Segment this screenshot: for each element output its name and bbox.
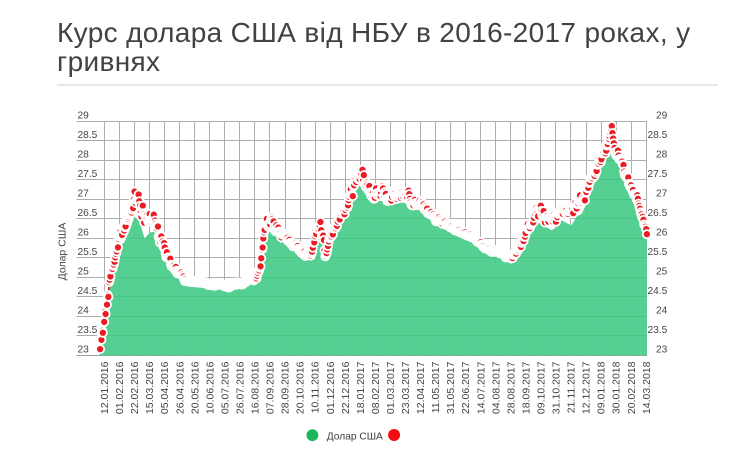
svg-text:18.01.2017: 18.01.2017 bbox=[355, 361, 367, 414]
svg-text:05.04.2016: 05.04.2016 bbox=[159, 361, 171, 414]
svg-text:27: 27 bbox=[656, 189, 668, 200]
svg-text:15.03.2016: 15.03.2016 bbox=[144, 361, 156, 414]
svg-text:16.08.2016: 16.08.2016 bbox=[250, 361, 262, 414]
svg-text:12.01.2016: 12.01.2016 bbox=[99, 361, 111, 414]
svg-text:23: 23 bbox=[656, 345, 668, 356]
svg-text:23.5: 23.5 bbox=[647, 325, 667, 336]
svg-text:Долар США: Долар США bbox=[327, 431, 383, 442]
svg-text:18.09.2017: 18.09.2017 bbox=[520, 361, 532, 414]
svg-text:09.01.2018: 09.01.2018 bbox=[596, 361, 608, 414]
svg-text:04.08.2017: 04.08.2017 bbox=[490, 361, 502, 414]
svg-text:12.12.2017: 12.12.2017 bbox=[581, 361, 593, 414]
svg-text:25.5: 25.5 bbox=[647, 247, 667, 258]
svg-text:26.5: 26.5 bbox=[647, 208, 667, 219]
svg-text:24.5: 24.5 bbox=[647, 286, 667, 297]
svg-text:28: 28 bbox=[656, 150, 668, 161]
svg-text:27: 27 bbox=[78, 189, 90, 200]
svg-text:28.5: 28.5 bbox=[647, 130, 667, 141]
svg-text:25: 25 bbox=[78, 267, 90, 278]
svg-text:25.5: 25.5 bbox=[78, 247, 98, 258]
svg-text:26.07.2016: 26.07.2016 bbox=[234, 361, 246, 414]
svg-text:27.5: 27.5 bbox=[647, 169, 667, 180]
svg-text:26.5: 26.5 bbox=[78, 208, 98, 219]
svg-text:31.10.2017: 31.10.2017 bbox=[551, 361, 563, 414]
svg-text:14.07.2017: 14.07.2017 bbox=[475, 361, 487, 414]
svg-text:05.07.2016: 05.07.2016 bbox=[219, 361, 231, 414]
svg-text:10.11.2016: 10.11.2016 bbox=[310, 361, 322, 413]
svg-text:22.02.2016: 22.02.2016 bbox=[129, 361, 141, 414]
svg-text:20.10.2016: 20.10.2016 bbox=[295, 361, 307, 414]
svg-text:23: 23 bbox=[78, 345, 90, 356]
svg-text:23.03.2017: 23.03.2017 bbox=[400, 361, 412, 414]
svg-text:01.02.2016: 01.02.2016 bbox=[114, 361, 126, 414]
svg-text:26: 26 bbox=[656, 228, 668, 239]
svg-text:30.01.2018: 30.01.2018 bbox=[611, 361, 623, 414]
svg-text:26: 26 bbox=[78, 228, 90, 239]
svg-text:21.11.2017: 21.11.2017 bbox=[566, 361, 578, 413]
svg-text:11.05.2017: 11.05.2017 bbox=[430, 361, 442, 413]
svg-text:25: 25 bbox=[656, 267, 668, 278]
svg-text:01.03.2017: 01.03.2017 bbox=[385, 361, 397, 414]
svg-text:24: 24 bbox=[656, 306, 668, 317]
svg-text:12.04.2017: 12.04.2017 bbox=[415, 361, 427, 414]
svg-text:28.08.2017: 28.08.2017 bbox=[505, 361, 517, 414]
svg-text:28.09.2016: 28.09.2016 bbox=[280, 361, 292, 414]
svg-text:01.12.2016: 01.12.2016 bbox=[325, 361, 337, 414]
svg-text:24.5: 24.5 bbox=[78, 286, 98, 297]
svg-text:23.5: 23.5 bbox=[78, 325, 98, 336]
svg-text:29: 29 bbox=[656, 111, 668, 122]
svg-text:08.02.2017: 08.02.2017 bbox=[370, 361, 382, 414]
svg-text:14.03.2018: 14.03.2018 bbox=[641, 361, 653, 414]
svg-text:27.5: 27.5 bbox=[78, 169, 98, 180]
svg-text:20.02.2018: 20.02.2018 bbox=[626, 361, 638, 414]
svg-text:09.10.2017: 09.10.2017 bbox=[535, 361, 547, 414]
svg-text:20.05.2016: 20.05.2016 bbox=[189, 361, 201, 414]
svg-text:31.05.2017: 31.05.2017 bbox=[445, 361, 457, 414]
svg-text:Долар США: Долар США bbox=[57, 223, 69, 281]
svg-text:24: 24 bbox=[78, 306, 90, 317]
svg-text:07.09.2016: 07.09.2016 bbox=[265, 361, 277, 414]
svg-text:29: 29 bbox=[78, 111, 90, 122]
svg-text:10.06.2016: 10.06.2016 bbox=[204, 361, 216, 414]
svg-text:28.5: 28.5 bbox=[78, 130, 98, 141]
svg-text:22.12.2016: 22.12.2016 bbox=[340, 361, 352, 414]
svg-text:22.06.2017: 22.06.2017 bbox=[460, 361, 472, 414]
svg-text:26.04.2016: 26.04.2016 bbox=[174, 361, 186, 414]
svg-text:28: 28 bbox=[78, 150, 90, 161]
